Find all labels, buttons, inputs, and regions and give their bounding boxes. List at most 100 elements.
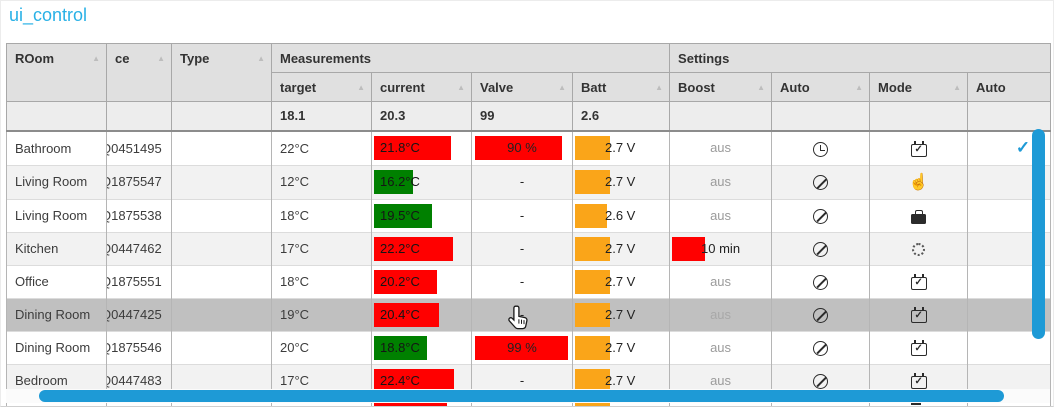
column-header-type[interactable]: Type [171,43,272,102]
sort-icon[interactable] [558,83,566,92]
sort-icon[interactable] [655,83,663,92]
boost-cell[interactable]: aus [669,130,773,166]
column-header-boost[interactable]: Boost [669,72,773,102]
battery-cell: 2.7 V [571,264,671,299]
boost-cell[interactable]: aus [669,297,773,332]
auto-cell[interactable] [771,264,871,299]
auto-cell[interactable] [771,297,871,332]
auto-cell[interactable] [771,165,871,200]
mode-cell[interactable] [869,231,969,266]
auto-cell[interactable] [771,130,871,166]
column-header-current[interactable]: current [371,72,472,102]
horizontal-scrollbar-thumb[interactable] [39,390,1004,402]
table-row[interactable]: Living Room Q1875538 18°C 19.5°C - 2.6 V… [6,198,1052,233]
mode-cell[interactable] [869,330,969,365]
mode-cell[interactable] [869,165,969,200]
battery-cell: 2.7 V [571,130,671,166]
boost-cell[interactable]: aus [669,330,773,365]
boost-cell[interactable]: 10 min [669,231,773,266]
column-header-valve[interactable]: Valve [471,72,573,102]
type-cell [171,165,272,200]
vertical-scrollbar-thumb[interactable] [1032,129,1045,339]
table-row[interactable]: Bathroom Q0451495 22°C 21.8°C 90 % 2.7 V… [6,130,1052,166]
current-bar [374,136,452,160]
horizontal-scrollbar-track[interactable] [6,389,1050,403]
boost-cell[interactable]: aus [669,264,773,299]
type-cell [171,130,272,166]
calendar-check-icon[interactable] [910,373,927,390]
device-cell: Q0447425 [106,297,172,332]
blocked-icon[interactable] [813,241,829,257]
blocked-icon[interactable] [813,340,829,356]
current-bar [374,170,413,195]
boost-cell[interactable]: aus [669,198,773,233]
table-row[interactable]: Office Q1875551 18°C 20.2°C - 2.7 V aus [6,264,1052,299]
aggregate-room [6,101,107,132]
blocked-icon[interactable] [813,274,829,290]
mode-cell[interactable] [869,198,969,233]
target-cell: 12°C [271,165,372,200]
valve-cell: - [471,231,573,266]
briefcase-icon[interactable] [911,210,927,225]
current-bar [374,269,438,294]
auto-cell[interactable] [771,231,871,266]
blocked-icon[interactable] [813,175,829,191]
boost-cell[interactable]: aus [669,165,773,200]
column-header-auto2[interactable]: Auto [967,72,1052,102]
type-cell [171,297,272,332]
sort-icon[interactable] [855,83,863,92]
group-header-measurements: Measurements [270,43,671,73]
clock-icon[interactable] [813,141,829,157]
column-header-target[interactable]: target [271,72,372,102]
device-cell: Q1875546 [106,330,172,365]
auto-cell[interactable] [771,198,871,233]
column-header-room[interactable]: ROom [6,43,107,102]
sort-icon[interactable] [457,83,465,92]
sort-icon[interactable] [157,54,165,63]
auto-cell[interactable] [771,330,871,365]
spinner-icon[interactable] [912,242,926,256]
mode-cell[interactable] [869,130,969,166]
type-cell [171,198,272,233]
sort-icon[interactable] [953,83,961,92]
hand-icon[interactable] [909,167,929,199]
valve-cell: - [471,165,573,200]
valve-bar [475,136,562,160]
aggregate-valve: 99 [471,101,573,132]
calendar-check-icon[interactable] [910,274,927,291]
column-header-batt[interactable]: Batt [571,72,671,102]
device-cell: Q1875551 [106,264,172,299]
sort-icon[interactable] [92,54,100,63]
calendar-check-icon[interactable] [910,340,927,357]
calendar-check-icon[interactable] [910,141,927,158]
table-row[interactable]: Dining Room Q1875546 20°C 18.8°C 99 % 2.… [6,330,1052,365]
table-row[interactable]: Living Room Q1875547 12°C 16.2°C - 2.7 V… [6,165,1052,200]
battery-bar [575,269,610,294]
valve-cell: - [471,264,573,299]
blocked-icon[interactable] [813,373,829,389]
column-header-mode[interactable]: Mode [869,72,969,102]
calendar-check-icon[interactable] [910,307,927,324]
sort-icon[interactable] [257,54,265,63]
column-header-device[interactable]: ce [106,43,172,102]
sort-icon[interactable] [757,83,765,92]
aggregate-mode [869,101,969,132]
battery-cell: 2.7 V [571,297,671,332]
battery-bar [575,203,607,228]
blocked-icon[interactable] [813,307,829,323]
table-row[interactable]: Kitchen Q0447462 17°C 22.2°C - 2.7 V 10 … [6,231,1052,266]
current-cell: 22.2°C [371,231,472,266]
current-bar [374,368,455,393]
sort-icon[interactable] [357,83,365,92]
mode-cell[interactable] [869,297,969,332]
column-header-auto[interactable]: Auto [771,72,871,102]
mode-cell[interactable] [869,264,969,299]
target-cell: 17°C [271,231,372,266]
battery-cell: 2.7 V [571,231,671,266]
blocked-icon[interactable] [813,208,829,224]
type-cell [171,264,272,299]
room-cell: Bathroom [6,130,107,166]
device-cell: Q1875538 [106,198,172,233]
device-cell: Q1875547 [106,165,172,200]
